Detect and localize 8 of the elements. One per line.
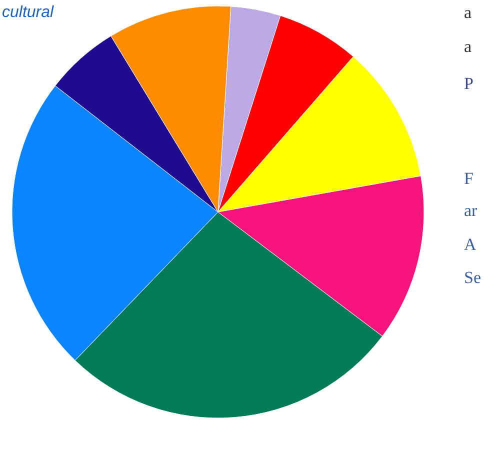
text: F bbox=[464, 169, 474, 188]
text: ar bbox=[464, 201, 478, 220]
text: a bbox=[464, 37, 472, 56]
text: P bbox=[464, 74, 474, 93]
text: A bbox=[464, 235, 477, 254]
text: cultural bbox=[2, 4, 54, 21]
text: a bbox=[464, 3, 472, 22]
text: Se bbox=[464, 268, 481, 287]
